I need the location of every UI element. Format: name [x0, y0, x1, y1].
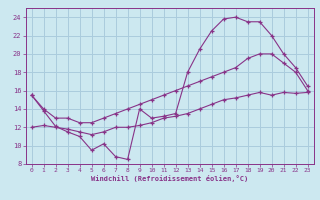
X-axis label: Windchill (Refroidissement éolien,°C): Windchill (Refroidissement éolien,°C) — [91, 175, 248, 182]
